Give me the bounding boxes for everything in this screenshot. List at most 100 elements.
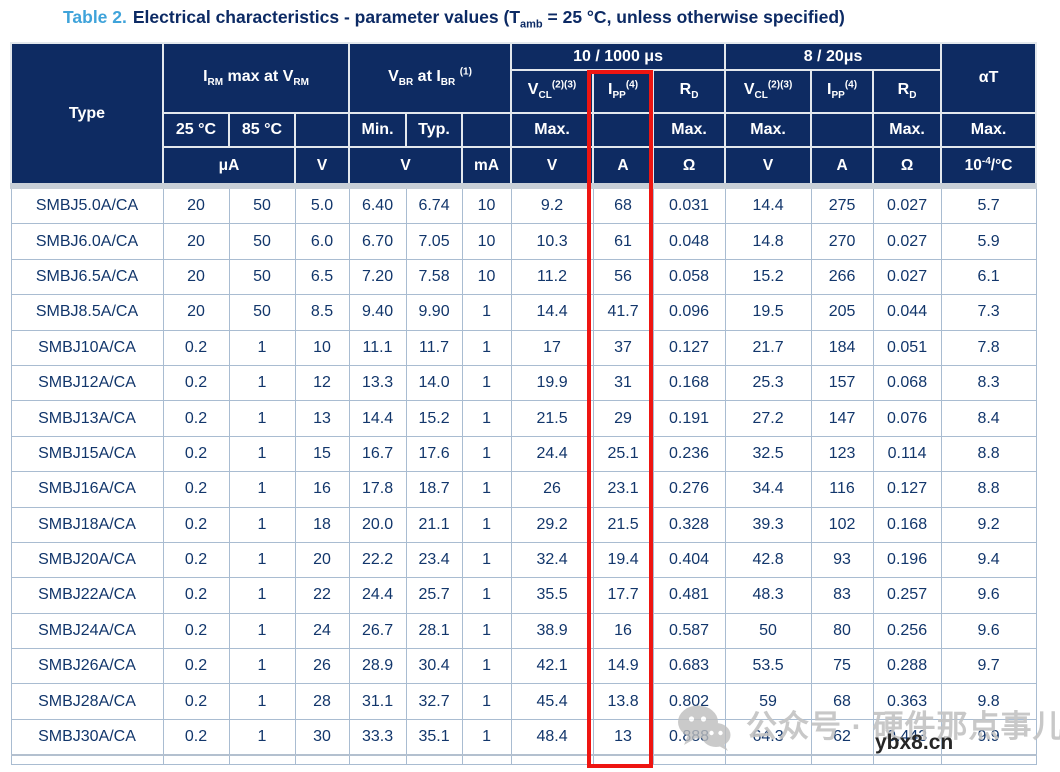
cell-value: 102 <box>810 506 874 543</box>
cell-value: 19.9 <box>510 364 594 402</box>
cell-value: 1 <box>461 612 512 650</box>
cell-value: 48.3 <box>724 577 812 614</box>
cell-value: 0.168 <box>872 506 942 543</box>
cell-value: 19.5 <box>724 294 812 331</box>
unit-ma: mA <box>461 146 513 187</box>
table-row: SMBJ6.5A/CA 20 50 6.5 7.20 7.58 10 11.2 56 0.058 1… <box>10 258 1037 296</box>
cell-value: 6.0 <box>294 223 350 260</box>
cell-value: 18.7 <box>405 471 463 508</box>
cell-value: 68 <box>810 683 874 720</box>
cell-value: 0.236 <box>652 435 726 473</box>
cell-value: 14.8 <box>724 223 812 260</box>
cell-empty <box>510 754 594 766</box>
cell-value: 0.802 <box>652 683 726 720</box>
cell-value: 0.363 <box>872 683 942 720</box>
cell-value: 14.4 <box>724 183 812 225</box>
cell-value: 14.9 <box>592 648 654 685</box>
cell-value: 1 <box>461 294 512 331</box>
cell-value: 9.8 <box>940 683 1037 720</box>
cell-empty <box>348 754 407 766</box>
cell-value: 15 <box>294 435 350 473</box>
cell-value: 61 <box>592 223 654 260</box>
cell-value: 37 <box>592 329 654 366</box>
cell-value: 1 <box>461 435 512 473</box>
cell-value: 0.2 <box>162 329 230 366</box>
cell-value: 20 <box>162 183 230 225</box>
cell-part-number: SMBJ6.5A/CA <box>10 258 164 296</box>
cell-value: 7.20 <box>348 258 407 296</box>
cell-value: 21.5 <box>592 506 654 543</box>
cell-value: 21.1 <box>405 506 463 543</box>
cell-value: 75 <box>810 648 874 685</box>
header-min: Min. <box>348 112 408 148</box>
header-max-vcl1: Max. <box>510 112 595 148</box>
header-25c: 25 °C <box>162 112 230 148</box>
cell-value: 0.114 <box>872 435 942 473</box>
cell-value: 29.2 <box>510 506 594 543</box>
table-row: SMBJ13A/CA 0.2 1 13 14.4 15.2 1 21.5 29 0.191 27.2… <box>10 400 1037 437</box>
table-row: SMBJ15A/CA 0.2 1 15 16.7 17.6 1 24.4 25.1 0.236 32… <box>10 435 1037 473</box>
cell-empty <box>10 754 164 766</box>
cell-value: 15.2 <box>405 400 463 437</box>
cell-value: 17.6 <box>405 435 463 473</box>
cell-value: 25.3 <box>724 364 812 402</box>
cell-value: 0.2 <box>162 541 230 579</box>
unit-v: V <box>293 146 351 187</box>
cell-value: 23.1 <box>592 471 654 508</box>
cell-value: 21.5 <box>510 400 594 437</box>
cell-value: 10 <box>294 329 350 366</box>
cell-value: 13 <box>592 718 654 756</box>
cell-value: 68 <box>592 183 654 225</box>
cell-part-number: SMBJ20A/CA <box>10 541 164 579</box>
cell-value: 0.031 <box>652 183 726 225</box>
cell-value: 9.6 <box>940 612 1037 650</box>
cell-value: 116 <box>810 471 874 508</box>
cell-value: 9.4 <box>940 541 1037 579</box>
cell-value: 9.2 <box>940 506 1037 543</box>
cell-value: 24.4 <box>348 577 407 614</box>
cell-value: 1 <box>228 400 296 437</box>
cell-value: 20 <box>294 541 350 579</box>
header-max-alphat: Max. <box>940 112 1038 148</box>
cell-value: 26 <box>510 471 594 508</box>
cell-value: 266 <box>810 258 874 296</box>
cell-value: 64.3 <box>724 718 812 756</box>
unit-a: A <box>592 146 655 187</box>
cell-value: 1 <box>461 471 512 508</box>
cell-value: 1 <box>461 718 512 756</box>
unit-v: V <box>348 146 464 187</box>
cell-value: 0.2 <box>162 471 230 508</box>
table-row: SMBJ8.5A/CA 20 50 8.5 9.40 9.90 1 14.4 41.7 0.096… <box>10 294 1037 331</box>
cell-value: 13 <box>294 400 350 437</box>
cell-value: 45.4 <box>510 683 594 720</box>
cell-part-number: SMBJ22A/CA <box>10 577 164 614</box>
cell-value: 23.4 <box>405 541 463 579</box>
unit-alpha: 10-4/°C <box>940 146 1038 187</box>
cell-value: 0.288 <box>872 648 942 685</box>
cell-value: 0.2 <box>162 435 230 473</box>
header-type: Type <box>10 42 164 187</box>
cell-value: 15.2 <box>724 258 812 296</box>
cell-value: 0.443 <box>872 718 942 756</box>
cell-value: 13.8 <box>592 683 654 720</box>
cell-part-number: SMBJ15A/CA <box>10 435 164 473</box>
cell-value: 9.9 <box>940 718 1037 756</box>
cell-value: 50 <box>228 294 296 331</box>
cell-value: 11.1 <box>348 329 407 366</box>
table-row: SMBJ28A/CA 0.2 1 28 31.1 32.7 1 45.4 13.8 0.802 59… <box>10 683 1037 720</box>
cell-value: 1 <box>461 648 512 685</box>
cell-value: 38.9 <box>510 612 594 650</box>
cell-value: 9.7 <box>940 648 1037 685</box>
cell-value: 0.076 <box>872 400 942 437</box>
cell-value: 1 <box>228 612 296 650</box>
cell-part-number: SMBJ16A/CA <box>10 471 164 508</box>
cell-value: 0.2 <box>162 364 230 402</box>
cell-value: 0.191 <box>652 400 726 437</box>
header-max-rd2: Max. <box>872 112 943 148</box>
cell-value: 14.4 <box>348 400 407 437</box>
cell-value: 17 <box>510 329 594 366</box>
cell-value: 27.2 <box>724 400 812 437</box>
cell-value: 0.888 <box>652 718 726 756</box>
cell-value: 29 <box>592 400 654 437</box>
cell-value: 32.4 <box>510 541 594 579</box>
